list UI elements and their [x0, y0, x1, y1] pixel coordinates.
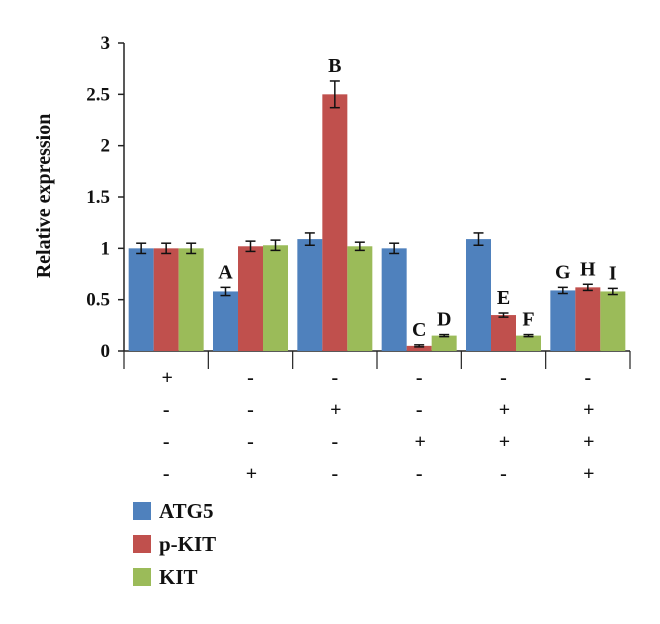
bar-kit [347, 246, 372, 351]
y-tick-label: 1.5 [86, 187, 110, 208]
y-tick-label: 0 [101, 341, 111, 362]
condition-symbol: - [331, 367, 338, 389]
bar-p-kit [238, 246, 263, 351]
condition-symbol: + [161, 367, 172, 389]
bar-kit [432, 336, 457, 351]
bar-kit [516, 336, 541, 351]
bar-p-kit [575, 287, 600, 351]
condition-symbol: - [331, 431, 338, 453]
y-tick-label: 2.5 [86, 84, 110, 105]
bar-atg5 [382, 248, 407, 351]
bar-kit [263, 245, 288, 351]
y-axis-label: Relative expression [33, 114, 55, 279]
condition-symbol: - [247, 367, 254, 389]
annotation-g: G [555, 261, 571, 283]
bar-atg5 [550, 290, 575, 351]
legend-label: KIT [159, 565, 198, 589]
bar-atg5 [129, 248, 154, 351]
condition-symbol: + [246, 463, 257, 485]
condition-symbol: + [583, 431, 594, 453]
annotation-i: I [609, 262, 617, 284]
annotation-h: H [580, 258, 596, 280]
condition-symbol: - [331, 463, 338, 485]
condition-symbol: - [163, 399, 170, 421]
legend-swatch [133, 568, 151, 586]
legend-swatch [133, 535, 151, 553]
annotation-d: D [437, 309, 451, 331]
bar-p-kit [491, 315, 516, 351]
y-tick-label: 0.5 [86, 290, 110, 311]
y-tick-label: 3 [101, 33, 111, 54]
legend-label: p-KIT [159, 532, 216, 556]
bar-p-kit [322, 94, 347, 351]
condition-symbol: - [500, 367, 507, 389]
condition-symbol: - [584, 367, 591, 389]
bar-kit [179, 248, 204, 351]
annotation-b: B [328, 55, 341, 77]
annotation-e: E [497, 287, 510, 309]
condition-symbol: - [247, 431, 254, 453]
condition-symbol: + [330, 399, 341, 421]
condition-symbol: - [163, 463, 170, 485]
y-tick-label: 1 [101, 238, 111, 259]
condition-symbol: - [416, 367, 423, 389]
bar-p-kit [154, 248, 179, 351]
condition-symbol: + [583, 463, 594, 485]
condition-symbol: - [163, 431, 170, 453]
bar-atg5 [213, 291, 238, 351]
condition-symbol: - [416, 463, 423, 485]
bar-atg5 [297, 239, 322, 351]
condition-symbol: + [414, 431, 425, 453]
bar-kit [600, 291, 625, 351]
condition-symbol: + [583, 399, 594, 421]
condition-symbol: + [499, 399, 510, 421]
legend-swatch [133, 502, 151, 520]
annotation-f: F [522, 309, 534, 331]
legend-label: ATG5 [159, 499, 213, 523]
y-tick-label: 2 [101, 136, 111, 157]
condition-symbol: - [416, 399, 423, 421]
condition-symbol: - [247, 399, 254, 421]
bar-atg5 [466, 239, 491, 351]
condition-symbol: + [499, 431, 510, 453]
condition-symbol: - [500, 463, 507, 485]
annotation-c: C [412, 319, 426, 341]
annotation-a: A [218, 261, 233, 283]
